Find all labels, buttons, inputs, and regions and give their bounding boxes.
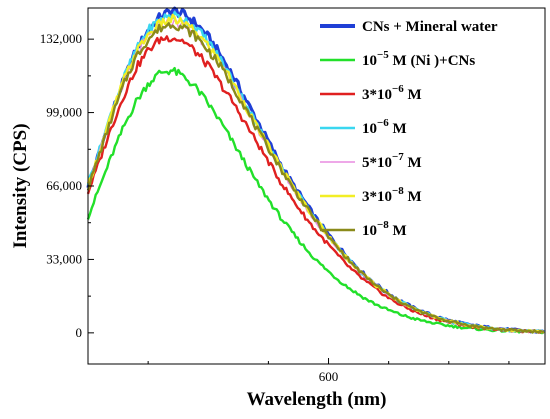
x-tick-label: 600 — [319, 369, 339, 384]
legend-label: 10−6 M — [362, 117, 407, 137]
series-line-5 — [87, 18, 545, 333]
x-axis-ticks: 600 — [147, 358, 510, 384]
legend-label: CNs + Mineral water — [362, 19, 498, 35]
y-tick-label: 66,000 — [46, 178, 82, 193]
legend-label: 10−8 M — [362, 219, 407, 239]
y-axis-ticks: 0 33,000 66,000 99,000 132,000 — [40, 31, 94, 340]
y-axis-title: Intensity (CPS) — [10, 123, 31, 248]
series-line-4 — [86, 10, 545, 334]
y-tick-label: 99,000 — [46, 105, 82, 120]
series-lines — [86, 6, 545, 335]
legend-label: 3*10−6 M — [362, 83, 422, 103]
series-line-3 — [86, 35, 545, 334]
series-line-1 — [86, 6, 545, 334]
series-line-2 — [86, 66, 545, 335]
legend-label: 10−5 M (Ni )+CNs — [362, 49, 475, 69]
legend-label: 3*10−8 M — [362, 185, 422, 205]
y-tick-label: 0 — [76, 325, 83, 340]
series-line-6 — [86, 13, 545, 334]
y-tick-label: 33,000 — [46, 251, 82, 266]
plot-frame — [87, 7, 546, 365]
y-tick-label: 132,000 — [40, 31, 82, 46]
series-line-7 — [86, 22, 545, 334]
legend-label: 5*10−7 M — [362, 151, 422, 171]
legend: CNs + Mineral water 10−5 M (Ni )+CNs 3*10−… — [320, 19, 498, 239]
x-axis-title: Wavelength (nm) — [247, 389, 387, 410]
